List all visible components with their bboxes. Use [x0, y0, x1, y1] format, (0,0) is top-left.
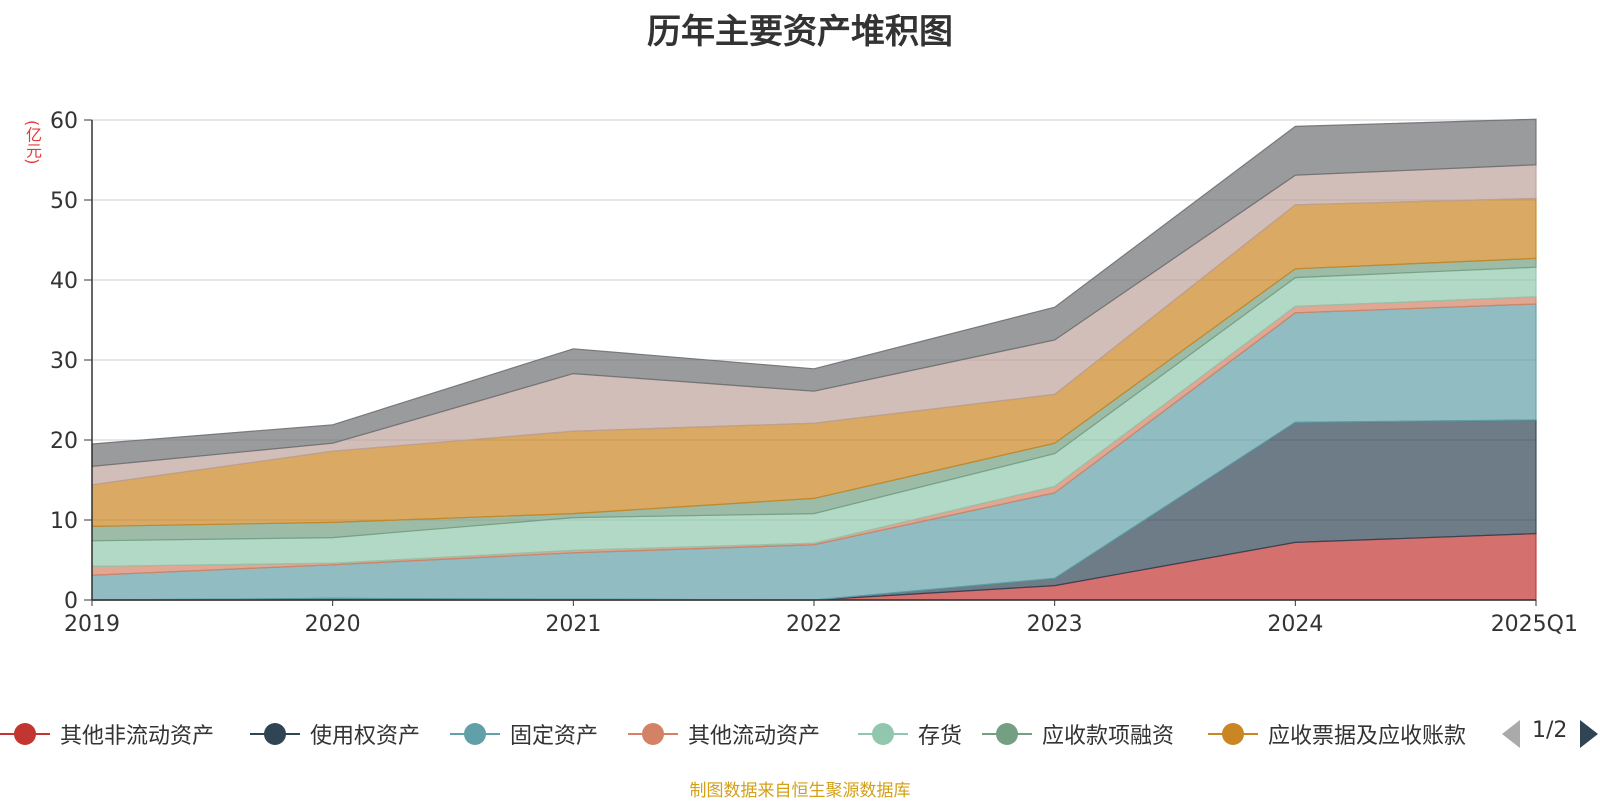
legend-item[interactable]: 存货: [858, 714, 962, 754]
y-tick-label: 50: [50, 189, 78, 214]
legend: 其他非流动资产 使用权资产 固定资产 其他流动资产 存货 应收款项融资 应收票据及应收账款: [0, 714, 1600, 754]
legend-marker-icon: [0, 723, 50, 745]
x-tick-label: 2024: [1267, 612, 1323, 637]
legend-marker-icon: [1208, 723, 1258, 745]
stacked-area-chart: 0 10 20 30 40 50 60 2019 2020 2021 2022 2023 2024 202…: [50, 109, 1578, 637]
legend-item[interactable]: 固定资产: [450, 714, 598, 754]
legend-item[interactable]: 应收票据及应收账款: [1208, 714, 1466, 754]
legend-item[interactable]: 应收款项融资: [982, 714, 1174, 754]
legend-item[interactable]: 其他流动资产: [628, 714, 820, 754]
legend-marker-icon: [450, 723, 500, 745]
y-tick-label: 10: [50, 509, 78, 534]
area-series-8[interactable]: [91, 118, 1537, 468]
y-tick-label: 20: [50, 429, 78, 454]
y-tick-label: 40: [50, 269, 78, 294]
legend-marker-icon: [982, 723, 1032, 745]
legend-label: 应收票据及应收账款: [1268, 724, 1467, 749]
legend-item[interactable]: 使用权资产: [250, 714, 420, 754]
legend-label: 其他非流动资产: [60, 724, 215, 749]
legend-prev-page-icon[interactable]: [1502, 720, 1520, 748]
x-tick-label: 2020: [305, 612, 361, 637]
legend-marker-icon: [628, 723, 678, 745]
y-tick-label: 60: [50, 109, 78, 134]
legend-label: 存货: [918, 724, 963, 749]
legend-marker-icon: [250, 723, 300, 745]
x-tick-label: 2019: [64, 612, 120, 637]
legend-next-page-icon[interactable]: [1580, 720, 1598, 748]
data-source-note: 制图数据来自恒生聚源数据库: [689, 781, 911, 801]
x-tick-label: 2025Q1: [1491, 612, 1578, 637]
axes: 0 10 20 30 40 50 60 2019 2020 2021 2022 2023 2024 202…: [50, 109, 1578, 637]
y-tick-label: 30: [50, 349, 78, 374]
legend-item[interactable]: 其他非流动资产: [0, 714, 214, 754]
legend-label: 使用权资产: [310, 724, 421, 749]
legend-page-indicator: 1/2: [1532, 718, 1568, 743]
x-tick-label: 2022: [786, 612, 842, 637]
y-axis-unit: (亿元): [23, 120, 42, 165]
y-tick-label: 0: [64, 589, 78, 614]
legend-label: 固定资产: [510, 724, 599, 749]
x-tick-label: 2021: [545, 612, 601, 637]
legend-pager: 1/2: [1500, 714, 1600, 754]
legend-marker-icon: [858, 723, 908, 745]
x-tick-label: 2023: [1027, 612, 1083, 637]
chart-title: 历年主要资产堆积图: [647, 12, 953, 52]
legend-label: 其他流动资产: [688, 724, 821, 749]
legend-label: 应收款项融资: [1042, 724, 1175, 749]
